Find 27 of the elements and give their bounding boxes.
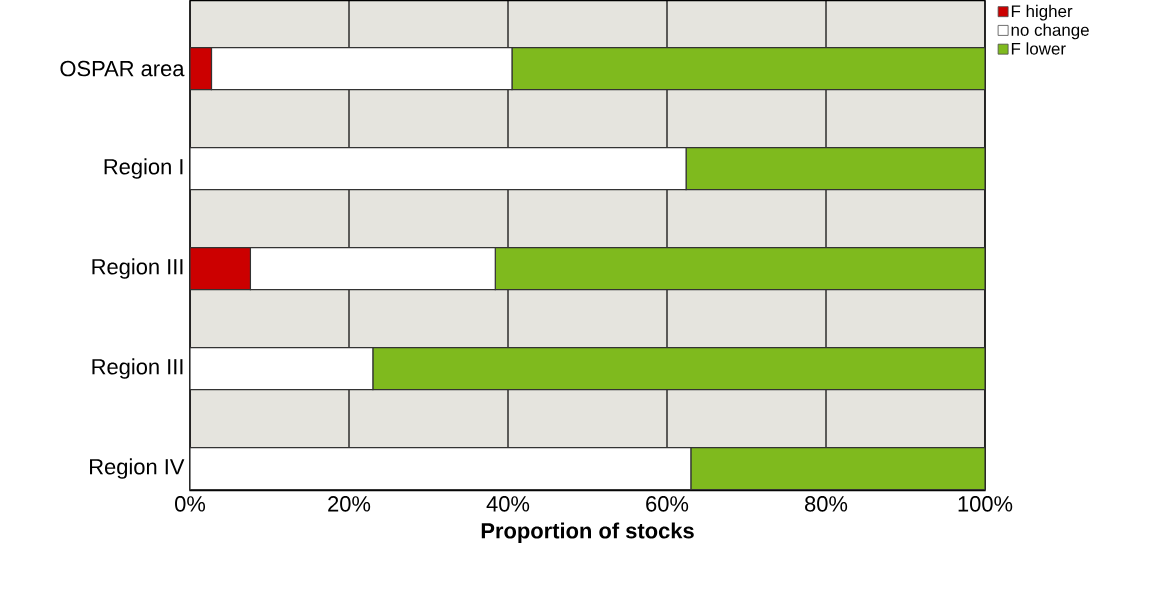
y-tick-label: Region IV — [90, 458, 185, 479]
bar — [190, 347, 374, 391]
x-tick-label: 20% — [328, 496, 371, 512]
bar — [511, 47, 985, 91]
x-tick-label: 100% — [958, 496, 1013, 512]
bar — [690, 447, 985, 491]
bar — [210, 47, 513, 91]
legend-label: F lower — [1011, 42, 1066, 55]
y-tick-label: Region III — [92, 258, 183, 280]
bar — [190, 147, 687, 191]
x-tick-label: 60% — [646, 496, 689, 512]
legend-label: no change — [1011, 23, 1089, 40]
bar — [190, 47, 213, 91]
y-tick-label: Region I — [104, 158, 183, 180]
x-tick-label: 80% — [805, 496, 848, 512]
x-axis-title: Proportion of stocks — [481, 522, 694, 544]
bar — [190, 447, 692, 491]
bar — [685, 147, 985, 191]
bar — [190, 247, 252, 291]
x-tick-label: 0% — [175, 496, 206, 512]
y-tick-label: Region III — [92, 358, 183, 380]
bar — [249, 247, 496, 291]
x-tick-label: 40% — [486, 496, 530, 512]
bar — [372, 347, 985, 391]
y-tick-label: OSPAR area — [60, 61, 185, 77]
legend-label: F higher — [1011, 4, 1073, 21]
bar — [494, 247, 985, 291]
